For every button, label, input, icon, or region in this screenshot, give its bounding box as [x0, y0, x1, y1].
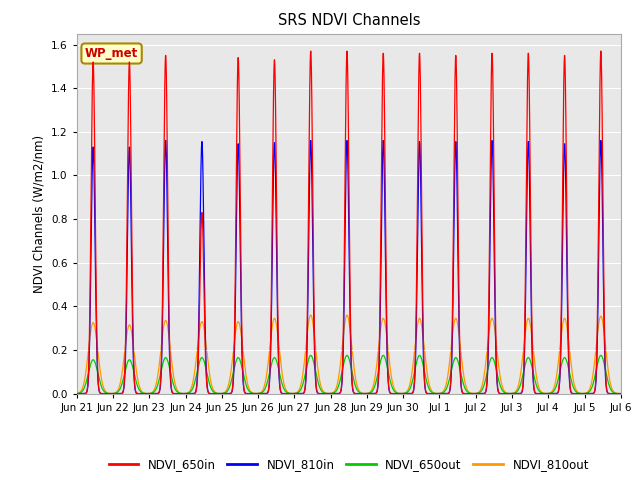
Legend: NDVI_650in, NDVI_810in, NDVI_650out, NDVI_810out: NDVI_650in, NDVI_810in, NDVI_650out, NDV… [104, 454, 594, 476]
Y-axis label: NDVI Channels (W/m2/nm): NDVI Channels (W/m2/nm) [33, 134, 45, 293]
Title: SRS NDVI Channels: SRS NDVI Channels [278, 13, 420, 28]
Text: WP_met: WP_met [85, 47, 138, 60]
